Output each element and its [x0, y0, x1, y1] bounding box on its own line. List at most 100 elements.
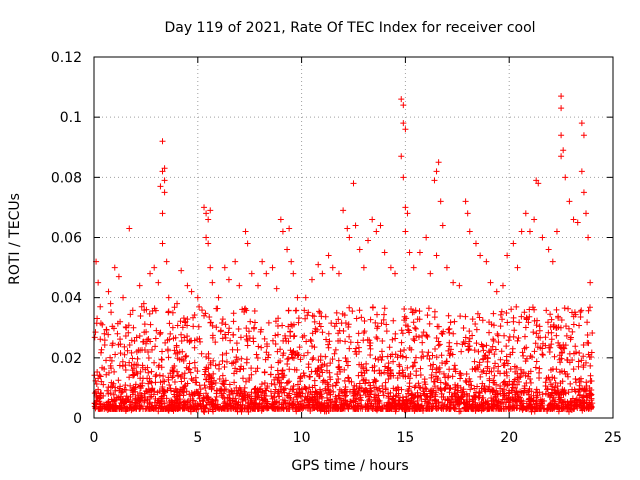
data-point-bulk	[262, 393, 269, 400]
data-point-bulk	[451, 318, 458, 325]
data-point-bulk	[329, 383, 336, 390]
data-point-bulk	[290, 333, 297, 340]
data-point	[232, 258, 239, 265]
data-point-bulk	[422, 385, 429, 392]
data-point-bulk	[279, 352, 286, 359]
data-point-bulk	[335, 330, 342, 337]
data-point-bulk	[109, 398, 116, 405]
data-point-bulk	[360, 377, 367, 384]
data-point-bulk	[345, 323, 352, 330]
data-point-bulk	[236, 390, 243, 397]
data-point-bulk	[361, 328, 368, 335]
data-point-bulk	[149, 346, 156, 353]
data-point-bulk	[129, 372, 136, 379]
data-point-bulk	[193, 379, 200, 386]
data-point-bulk	[291, 391, 298, 398]
data-point-bulk	[419, 332, 426, 339]
data-point-bulk	[426, 320, 433, 327]
data-point-bulk	[339, 390, 346, 397]
data-point-bulk	[321, 399, 328, 406]
data-point-bulk	[574, 401, 581, 408]
data-point-bulk	[412, 354, 419, 361]
data-point-bulk	[361, 370, 368, 377]
data-point-bulk	[429, 352, 436, 359]
data-point-bulk	[401, 313, 408, 320]
data-point-bulk	[410, 335, 417, 342]
data-point-bulk	[551, 353, 558, 360]
data-point	[155, 279, 162, 286]
data-point-bulk	[247, 318, 254, 325]
data-point-bulk	[192, 374, 199, 381]
data-point	[188, 288, 195, 295]
data-point-bulk	[558, 317, 565, 324]
data-point-bulk	[445, 326, 452, 333]
data-point-bulk	[145, 380, 152, 387]
data-point	[483, 258, 490, 265]
data-point-bulk	[198, 350, 205, 357]
data-point	[443, 264, 450, 271]
data-point-bulk	[330, 388, 337, 395]
data-point-bulk	[304, 349, 311, 356]
data-point-bulk	[341, 401, 348, 408]
data-point-bulk	[207, 361, 214, 368]
data-point	[329, 264, 336, 271]
data-point-bulk	[367, 352, 374, 359]
data-point-bulk	[451, 362, 458, 369]
data-point-bulk	[544, 385, 551, 392]
data-point-bulk	[539, 345, 546, 352]
data-point-bulk	[116, 362, 123, 369]
data-point-bulk	[457, 370, 464, 377]
data-point-bulk	[445, 374, 452, 381]
data-point-bulk	[460, 324, 467, 331]
data-point	[562, 174, 569, 181]
data-point-bulk	[177, 388, 184, 395]
data-point-bulk	[112, 387, 119, 394]
data-point-bulk	[223, 350, 230, 357]
data-point-bulk	[534, 317, 541, 324]
data-point-bulk	[579, 394, 586, 401]
data-point-bulk	[248, 365, 255, 372]
data-point-bulk	[462, 377, 469, 384]
data-point-bulk	[433, 400, 440, 407]
data-point-bulk	[94, 368, 101, 375]
data-point-bulk	[245, 400, 252, 407]
data-point-bulk	[374, 311, 381, 318]
data-point-bulk	[302, 393, 309, 400]
data-point-bulk	[137, 368, 144, 375]
data-point	[95, 279, 102, 286]
data-point-bulk	[350, 386, 357, 393]
data-point-bulk	[555, 324, 562, 331]
data-point-bulk	[226, 391, 233, 398]
data-point-bulk	[231, 379, 238, 386]
data-point-bulk	[466, 375, 473, 382]
data-point-bulk	[168, 398, 175, 405]
data-point-bulk	[411, 407, 418, 414]
data-point-bulk	[105, 331, 112, 338]
data-point-bulk	[311, 313, 318, 320]
data-point-bulk	[586, 385, 593, 392]
data-point-bulk	[126, 341, 133, 348]
data-point-bulk	[297, 356, 304, 363]
data-point-bulk	[495, 398, 502, 405]
data-point-bulk	[188, 390, 195, 397]
data-point-bulk	[413, 333, 420, 340]
data-point-bulk	[475, 366, 482, 373]
data-point-bulk	[290, 348, 297, 355]
data-point-bulk	[256, 394, 263, 401]
data-point-bulk	[472, 407, 479, 414]
data-point-bulk	[240, 365, 247, 372]
data-point-bulk	[230, 405, 237, 412]
data-point-bulk	[555, 339, 562, 346]
data-point-bulk	[521, 309, 528, 316]
data-point-bulk	[97, 349, 104, 356]
data-point-bulk	[171, 405, 178, 412]
data-point-bulk	[542, 390, 549, 397]
data-point-bulk	[252, 390, 259, 397]
data-point-bulk	[378, 357, 385, 364]
data-point-bulk	[161, 400, 168, 407]
data-point-bulk	[221, 331, 228, 338]
data-point-bulk	[497, 311, 504, 318]
data-point-bulk	[456, 408, 463, 415]
data-point-bulk	[142, 366, 149, 373]
data-point-bulk	[511, 378, 518, 385]
